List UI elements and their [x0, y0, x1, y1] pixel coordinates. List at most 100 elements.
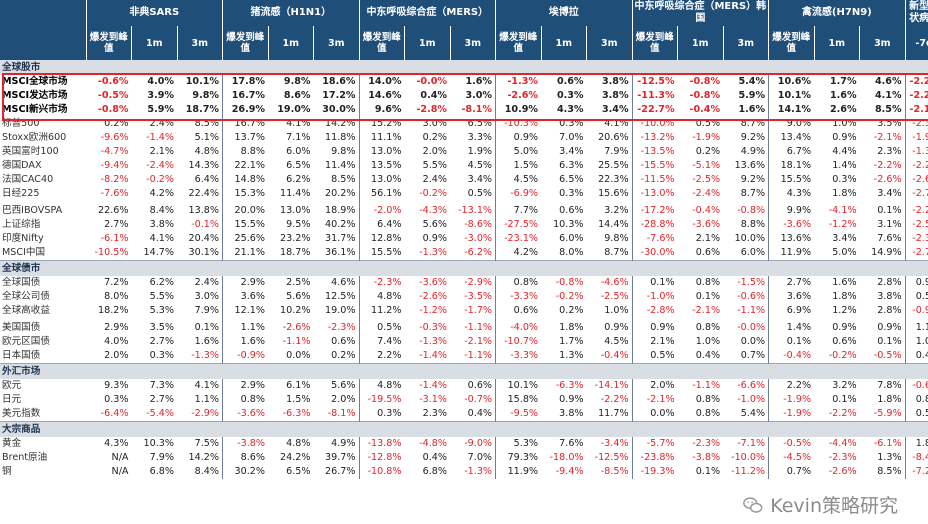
table-cell: 13.0% — [358, 145, 405, 159]
table-cell: 0.9% — [422, 233, 448, 244]
table-cell: -4.3% — [419, 205, 448, 216]
table-cell: 2.2% — [358, 349, 405, 364]
table-cell: 39.7% — [325, 452, 356, 463]
table-cell: 8.6% — [283, 90, 311, 101]
table-cell: -6.3% — [555, 380, 584, 391]
table-row: 美国国债 2.9% 3.5% 0.1% 1.1% -2.6% -2.3% 0.5% -0.3% -… — [0, 318, 928, 335]
table-cell: -6.2% — [464, 247, 493, 258]
table-cell: -3.3% — [495, 290, 542, 304]
table-cell: 3.1% — [877, 219, 902, 230]
table-cell: 7.4% — [358, 335, 405, 349]
section-header-row: 大宗商品 — [0, 421, 928, 437]
table-cell: 7.1% — [286, 132, 311, 143]
table-cell: -2.0% — [358, 201, 405, 218]
market-table: 非典SARS 猪流感（H1N1） 中东呼吸综合症（MERS） 埃博拉 中东呼吸综… — [0, 0, 928, 479]
table-cell: -1.9% — [768, 407, 815, 422]
table-cell: -3.6% — [419, 277, 448, 288]
table-cell: -18.0% — [549, 452, 584, 463]
table-cell: -1.1% — [464, 322, 493, 333]
table-cell: 0.1% — [877, 205, 902, 216]
table-cell: 3.2% — [832, 380, 857, 391]
table-cell: -6.3% — [282, 408, 311, 419]
table-cell: 9.2% — [740, 132, 766, 143]
table-cell: -0.6% — [737, 291, 766, 302]
table-cell: 7.0% — [559, 132, 584, 143]
table-cell: 10.3% — [553, 219, 584, 230]
section-title: 全球债市 — [0, 260, 928, 276]
table-cell: 3.4% — [559, 146, 584, 157]
table-cell: -5.9% — [873, 408, 902, 419]
table-cell: 0.3% — [559, 188, 584, 199]
table-cell: 3.0% — [465, 90, 493, 101]
table-cell: 20.2% — [325, 188, 356, 199]
table-row: 铜 N/A 6.8% 8.4% 30.2% 6.5% 26.7% -10.8% 6.8% -1.3… — [0, 465, 928, 479]
table-cell: 6.5% — [286, 160, 311, 171]
table-cell: -6.1% — [873, 438, 902, 449]
header-event-ebola: 埃博拉 — [495, 0, 633, 26]
table-cell: 0.1% — [695, 291, 721, 302]
header-corner-sub — [0, 26, 87, 60]
row-label: 全球国债 — [2, 277, 41, 288]
table-cell: 4.4% — [832, 146, 857, 157]
section-header-row: 外汇市场 — [0, 363, 928, 379]
table-cell: 3.4% — [601, 104, 629, 115]
table-cell: -10.0% — [731, 452, 766, 463]
table-cell: 3.4% — [467, 174, 493, 185]
table-cell: 4.0% — [147, 76, 174, 87]
table-cell: 30.2% — [222, 465, 269, 479]
table-row: MSCI中国 -10.5% 14.7% 30.1% 21.1% 18.7% 36.1% 15.… — [0, 246, 928, 261]
table-cell: -1.0% — [631, 290, 678, 304]
table-cell: -1.1% — [282, 336, 311, 347]
table-cell: -1.5% — [737, 277, 766, 288]
table-cell: 3.4% — [832, 233, 857, 244]
table-cell: -0.8% — [555, 277, 584, 288]
table-cell: -11.2% — [731, 466, 766, 477]
table-cell: 15.5% — [222, 218, 269, 232]
table-cell: 0.8% — [695, 394, 721, 405]
table-cell: 10.9% — [495, 103, 542, 117]
table-cell: 13.4% — [768, 131, 815, 145]
table-cell: -2.6% — [495, 89, 542, 103]
table-cell: 15.2% — [358, 117, 405, 131]
table-cell: 0.3% — [556, 90, 584, 101]
table-cell: 9.8% — [604, 233, 629, 244]
header-period-outbreak-to-peak: 爆发到峰值 — [222, 26, 269, 60]
table-cell: -23.8% — [631, 451, 678, 465]
table-cell: -9.4% — [100, 160, 129, 171]
row-label: 铜 — [2, 466, 12, 477]
table-cell: -7.6% — [100, 188, 129, 199]
table-cell: 2.4% — [149, 118, 174, 129]
table-cell: -10.7% — [495, 335, 542, 349]
table-cell: 4.2% — [495, 246, 542, 261]
table-cell: -8.4% — [904, 451, 928, 465]
table-cell: -2.7% — [904, 246, 928, 261]
row-label: 英国富时100 — [2, 146, 59, 157]
table-cell: 15.5% — [768, 173, 815, 187]
table-cell: 1.0% — [695, 336, 721, 347]
table-cell: 1.8% — [832, 188, 857, 199]
table-cell: -11.3% — [631, 89, 678, 103]
header-corner — [0, 0, 87, 26]
table-cell: -1.1% — [737, 305, 766, 316]
header-event-h7n9: 禽流感(H7N9) — [768, 0, 906, 26]
table-cell: 0.2% — [422, 132, 448, 143]
table-cell: 6.0% — [740, 247, 766, 258]
table-cell: 36.1% — [325, 247, 356, 258]
table-cell: 1.9% — [467, 146, 493, 157]
table-cell: 3.2% — [604, 205, 629, 216]
table-cell: -7.6% — [631, 232, 678, 246]
table-cell: 8.0% — [104, 291, 129, 302]
table-cell: -13.0% — [631, 187, 678, 201]
header-event-sars: 非典SARS — [86, 0, 224, 26]
table-cell: 10.1% — [495, 379, 542, 393]
table-cell: 15.5% — [358, 246, 405, 261]
table-cell: 1.6% — [738, 104, 766, 115]
table-cell: -2.6% — [904, 173, 928, 187]
table-cell: 5.4% — [740, 408, 766, 419]
table-row: 美元指数 -6.4% -5.4% -2.9% -3.6% -6.3% -8.1% 0.3% 2.… — [0, 407, 928, 422]
table-cell: 4.5% — [495, 173, 542, 187]
table-cell: 4.3% — [556, 104, 584, 115]
table-cell: -0.5% — [97, 90, 129, 101]
table-cell: 1.0% — [904, 335, 928, 349]
